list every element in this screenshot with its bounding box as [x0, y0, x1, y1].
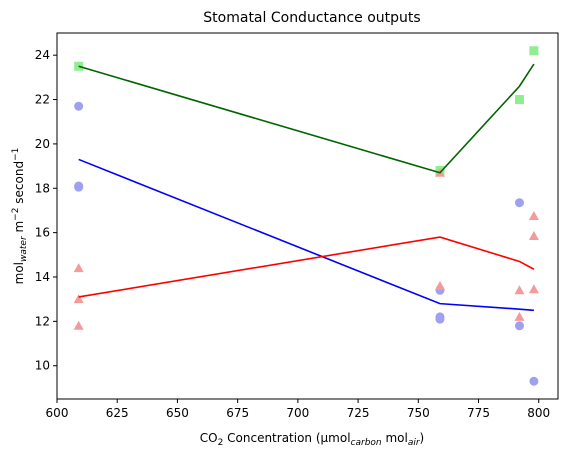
x-tick-label: 775: [467, 406, 490, 420]
chart-title: Stomatal Conductance outputs: [203, 10, 420, 26]
y-tick-label: 14: [35, 270, 50, 284]
plot-frame: [57, 33, 558, 399]
data-point-circle: [515, 198, 524, 207]
data-point-triangle: [514, 312, 524, 321]
data-point-triangle: [74, 321, 84, 330]
x-axis: 600 625 650 675 700 725 750 775 800: [46, 399, 551, 420]
data-point-triangle: [74, 294, 84, 303]
y-axis-title-sup: −2: [11, 208, 21, 221]
data-point-circle: [435, 315, 444, 324]
x-tick-label: 650: [166, 406, 189, 420]
data-point-square: [529, 46, 538, 55]
data-point-circle: [515, 321, 524, 330]
x-axis-title-base: CO: [200, 431, 218, 445]
data-point-circle: [74, 183, 83, 192]
y-axis-title: molwater m−2 second−1: [11, 148, 29, 285]
x-tick-label: 700: [286, 406, 309, 420]
x-tick-label: 625: [106, 406, 129, 420]
y-tick-label: 16: [35, 226, 50, 240]
y-tick-label: 18: [35, 181, 50, 195]
x-tick-label: 750: [407, 406, 430, 420]
x-axis-title-middle: Concentration (μmol: [223, 431, 350, 445]
x-tick-label: 675: [226, 406, 249, 420]
y-axis-title-sub: water: [19, 235, 29, 262]
y-tick-label: 24: [35, 48, 50, 62]
data-point-triangle: [529, 231, 539, 240]
series-circle: [74, 102, 538, 386]
series-square: [74, 46, 538, 175]
x-axis-title-end: ): [420, 431, 425, 445]
trend-line-triangle: [79, 237, 534, 297]
x-tick-label: 800: [527, 406, 550, 420]
y-axis-title-middle: m: [12, 221, 26, 237]
data-point-circle: [74, 102, 83, 111]
y-tick-label: 22: [35, 93, 50, 107]
data-point-triangle: [529, 211, 539, 220]
x-axis-title-sub2: carbon: [351, 438, 382, 448]
x-axis-title: CO2 Concentration (μmolcarbon molair): [200, 431, 424, 448]
x-tick-label: 725: [347, 406, 370, 420]
y-axis: 10 12 14 16 18 20 22 24: [35, 48, 57, 373]
data-point-triangle: [435, 281, 445, 290]
data-point-circle: [529, 377, 538, 386]
data-point-triangle: [529, 284, 539, 293]
trend-line-square: [79, 64, 534, 173]
y-axis-title-sup2: −1: [11, 148, 21, 161]
plot-area: [74, 46, 539, 386]
y-tick-label: 20: [35, 137, 50, 151]
y-tick-label: 10: [35, 359, 50, 373]
data-point-square: [515, 95, 524, 104]
x-axis-title-middle2: mol: [382, 431, 408, 445]
y-axis-title-middle2: second: [12, 161, 26, 208]
x-tick-label: 600: [46, 406, 69, 420]
y-axis-title-base: mol: [12, 262, 26, 284]
trend-line-circle: [79, 159, 534, 310]
y-tick-label: 12: [35, 314, 50, 328]
data-point-triangle: [74, 263, 84, 272]
data-point-triangle: [514, 285, 524, 294]
